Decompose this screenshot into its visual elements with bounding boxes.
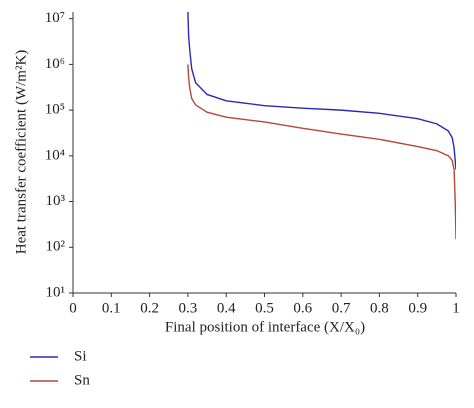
x-tick-label: 1 [452, 300, 460, 316]
series-line [187, 64, 456, 240]
x-tick-label: 0.2 [140, 300, 159, 316]
x-tick-label: 0.5 [255, 300, 274, 316]
x-tick-label: 0.4 [217, 300, 236, 316]
x-axis-label: Final position of interface (X/X₀) [165, 319, 365, 335]
legend-label: Sn [74, 372, 90, 388]
y-tick-label: 10¹ [46, 284, 66, 300]
y-tick-label: 10⁷ [45, 10, 65, 26]
legend-label: Si [74, 348, 87, 364]
y-tick-label: 10⁶ [45, 56, 65, 72]
y-tick-label: 10² [46, 239, 66, 255]
plot-area [187, 12, 456, 240]
x-tick-label: 0.6 [293, 300, 312, 316]
x-tick-label: 0.8 [370, 300, 389, 316]
x-tick-label: 0.1 [102, 300, 121, 316]
series-line [187, 12, 456, 170]
y-tick-label: 10⁵ [45, 102, 65, 118]
x-tick-label: 0.9 [408, 300, 427, 316]
x-tick-label: 0.7 [332, 300, 351, 316]
y-axis-label: Heat transfer coefficient (W/m²K) [13, 50, 29, 255]
y-tick-label: 10³ [46, 193, 66, 209]
x-tick-label: 0.3 [179, 300, 198, 316]
x-tick-label: 0 [69, 300, 77, 316]
y-tick-label: 10⁴ [45, 147, 65, 163]
